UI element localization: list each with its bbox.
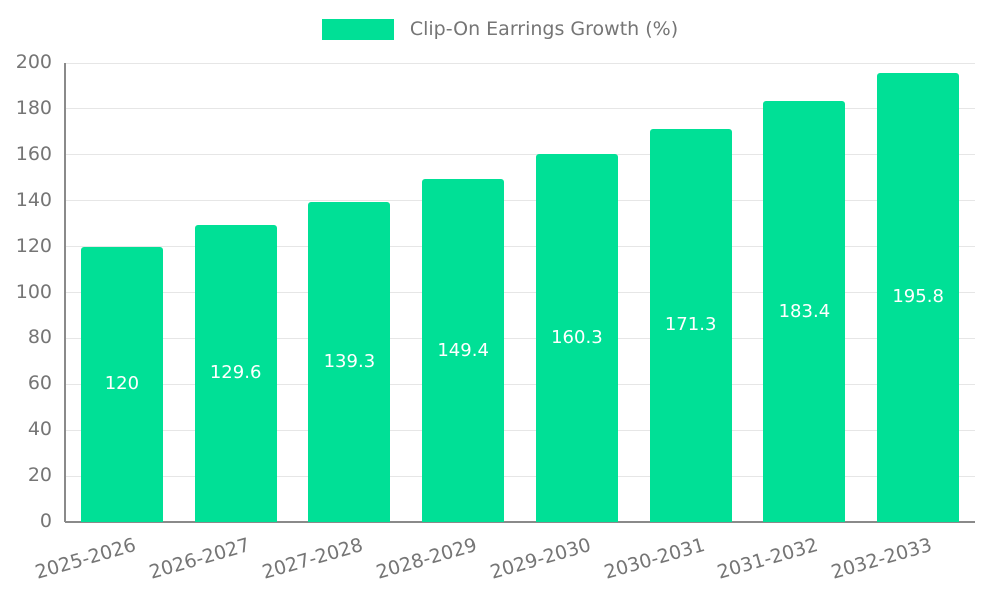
- y-tick-label: 20: [27, 464, 52, 487]
- y-tick-label: 160: [15, 142, 52, 165]
- x-tick-label: 2025-2026: [32, 534, 139, 584]
- bar-value-label: 149.4: [437, 339, 489, 361]
- bar: [535, 154, 618, 522]
- x-tick-label: 2031-2032: [715, 534, 821, 584]
- grid-line: [65, 62, 975, 64]
- bar-value-label: 160.3: [551, 327, 603, 349]
- y-tick-label: 40: [27, 418, 52, 441]
- bar: [877, 72, 960, 522]
- grid-line: [65, 246, 975, 248]
- grid-line: [65, 154, 975, 156]
- bar-value-label: 120: [104, 373, 140, 395]
- grid-line: [65, 429, 975, 431]
- x-tick-label: 2028-2029: [373, 534, 480, 584]
- x-tick-label: 2027-2028: [260, 534, 366, 584]
- bar-value-label: 139.3: [323, 351, 376, 373]
- y-tick-label: 140: [15, 188, 52, 211]
- grid-line: [65, 200, 975, 202]
- bar: [422, 179, 505, 522]
- x-tick-label: 2030-2031: [601, 534, 708, 584]
- bar: [194, 224, 277, 522]
- bar-value-label: 129.6: [209, 362, 262, 384]
- y-tick-label: 0: [39, 510, 52, 532]
- x-tick-label: 2026-2027: [146, 534, 253, 584]
- grid-line: [65, 108, 975, 110]
- bar-value-label: 195.8: [892, 286, 944, 308]
- bar-value-label: 171.3: [664, 314, 717, 336]
- y-tick-label: 60: [27, 372, 52, 395]
- y-tick-label: 100: [15, 280, 52, 303]
- y-tick-label: 80: [27, 326, 52, 349]
- bar: [80, 246, 163, 522]
- grid-line: [65, 383, 975, 385]
- x-tick-label: 2029-2030: [487, 534, 594, 584]
- y-axis-line: [64, 63, 66, 522]
- grid-line: [65, 337, 975, 339]
- bar: [649, 128, 732, 522]
- y-tick-label: 180: [15, 96, 52, 119]
- y-tick-label: 120: [15, 234, 52, 257]
- grid-line: [65, 292, 975, 293]
- bar-value-label: 183.4: [778, 300, 831, 322]
- grid-line: [65, 475, 975, 477]
- x-tick-label: 2032-2033: [828, 534, 935, 584]
- bar: [763, 101, 846, 522]
- x-axis-line: [65, 521, 975, 523]
- y-tick-label: 200: [15, 51, 52, 73]
- bar: [308, 202, 391, 522]
